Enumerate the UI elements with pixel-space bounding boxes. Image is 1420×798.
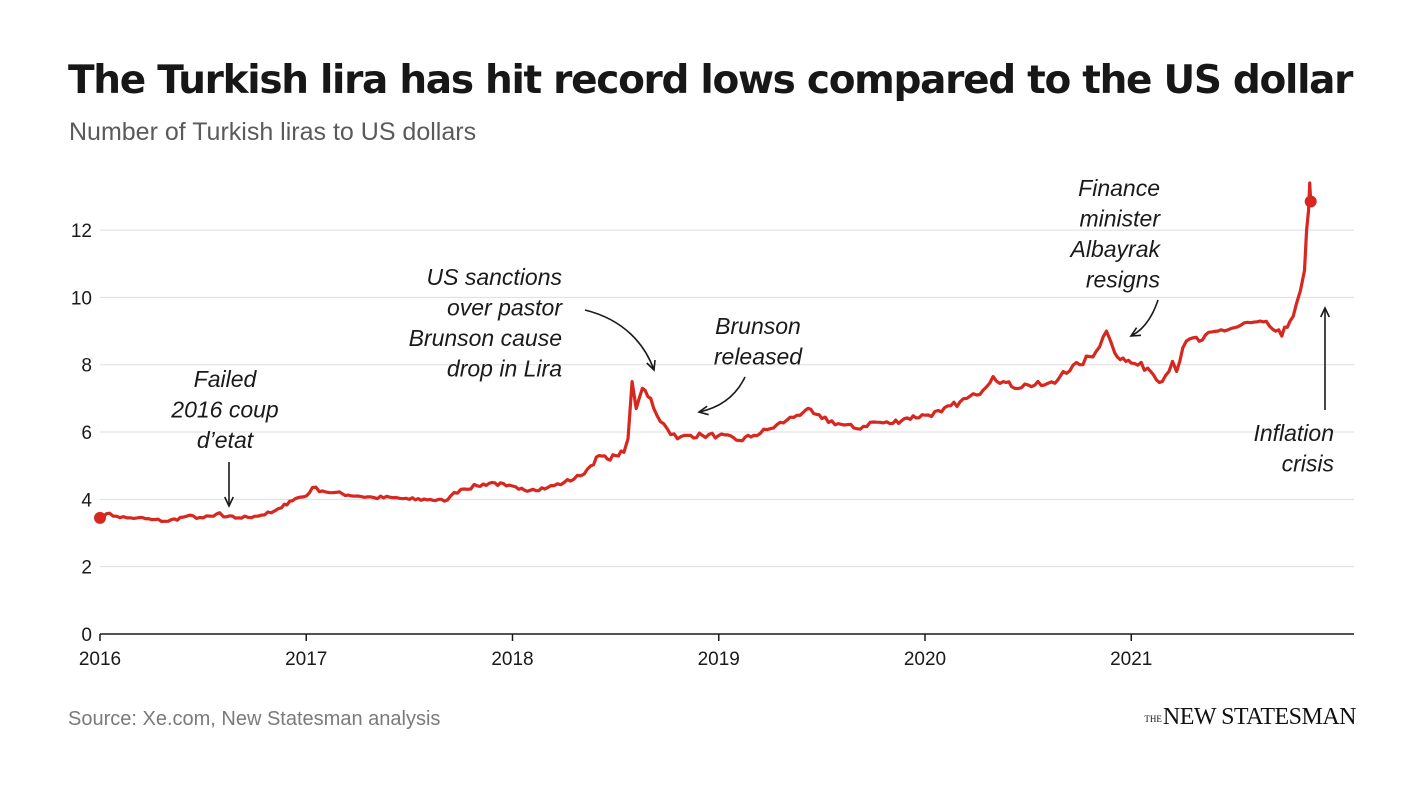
- annotation-sanctions-line-0: US sanctions: [426, 264, 562, 290]
- annotation-coup-line-1: 2016 coup: [170, 397, 279, 423]
- logo-wordmark: NEW STATESMAN: [1162, 704, 1357, 730]
- annotation-albayrak-line-0: Finance: [1078, 175, 1160, 201]
- annotation-coup-line-0: Failed: [194, 366, 258, 392]
- annotation-inflation-line-1: crisis: [1282, 451, 1335, 477]
- x-axis-ticks: 2016 2017 2018 2019 2020 2021: [79, 634, 1152, 670]
- sanctions-arrow-shaft: [584, 309, 655, 371]
- x-tick-label-2020: 2020: [904, 649, 946, 670]
- x-tick-label-2016: 2016: [79, 649, 121, 670]
- annotation-sanctions-line-2: Brunson cause: [409, 325, 562, 351]
- brunson-arrow-head: [697, 405, 709, 416]
- logo-the: THE: [1144, 714, 1162, 724]
- y-tick-label-4: 4: [81, 490, 92, 511]
- chart-subtitle: Number of Turkish liras to US dollars: [69, 118, 477, 146]
- y-tick-label-0: 0: [81, 625, 92, 646]
- annotations: Failed 2016 coup d’etat US sanctions over pa…: [170, 175, 1334, 477]
- y-tick-label-12: 12: [71, 221, 92, 242]
- y-tick-label-10: 10: [71, 288, 92, 309]
- y-axis-ticks: 0 2 4 6 8 10 12: [71, 221, 93, 646]
- annotation-inflation-line-0: Inflation: [1253, 420, 1334, 446]
- x-tick-label-2021: 2021: [1110, 649, 1152, 670]
- annotation-brunson-line-1: released: [714, 344, 803, 370]
- series-start-point: [94, 511, 106, 524]
- annotation-arrows: [223, 299, 1331, 508]
- coup-arrow-head: [223, 496, 235, 508]
- series-end-point: [1304, 195, 1317, 208]
- annotation-albayrak-line-1: minister: [1079, 206, 1161, 232]
- x-tick-label-2019: 2019: [698, 649, 740, 670]
- annotation-albayrak-line-2: Albayrak: [1069, 236, 1162, 262]
- annotation-coup-line-2: d’etat: [197, 427, 255, 453]
- chart-title: The Turkish lira has hit record lows com…: [68, 58, 1353, 103]
- albayrak-arrow-head: [1129, 327, 1142, 337]
- y-tick-label-2: 2: [81, 558, 92, 579]
- x-tick-label-2018: 2018: [491, 649, 533, 670]
- annotation-albayrak-line-3: resigns: [1086, 267, 1161, 293]
- series-line-try-usd: [99, 181, 1313, 523]
- brunson-arrow-shaft: [698, 376, 746, 413]
- y-tick-label-8: 8: [81, 356, 92, 377]
- inflation-arrow-head: [1319, 306, 1331, 318]
- x-tick-label-2017: 2017: [285, 649, 327, 670]
- albayrak-arrow-shaft: [1130, 299, 1159, 337]
- annotation-sanctions-line-1: over pastor: [447, 295, 563, 321]
- annotation-sanctions-line-3: drop in Lira: [447, 356, 562, 382]
- source-note: Source: Xe.com, New Statesman analysis: [68, 708, 441, 730]
- gridlines: [100, 229, 1354, 568]
- y-tick-label-6: 6: [81, 423, 92, 444]
- sanctions-arrow-head: [646, 360, 656, 372]
- annotation-brunson-line-0: Brunson: [715, 313, 801, 339]
- new-statesman-logo: THENEW STATESMAN: [1144, 704, 1356, 731]
